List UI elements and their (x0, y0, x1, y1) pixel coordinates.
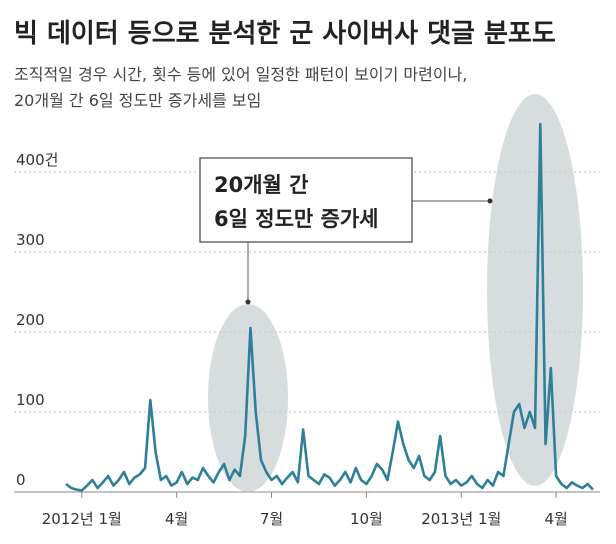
subtitle: 조직적일 경우 시간, 횟수 등에 있어 일정한 패턴이 보이기 마련이나, (14, 65, 467, 84)
highlight (487, 94, 583, 486)
grid: 0 100 200 300 400건 2012년 1월 4월 7월 10월 2013년 1월 4월 (14, 151, 600, 528)
connector-dot (487, 198, 493, 204)
y-tick-label: 100 (16, 391, 45, 409)
y-tick-label: 400건 (16, 151, 58, 169)
plot (65, 122, 594, 492)
x-tick-label: 4월 (165, 510, 188, 528)
x-tick-label: 2012년 1월 (42, 510, 122, 528)
y-tick-label: 300 (16, 231, 45, 249)
x-tick-label: 4월 (544, 510, 567, 528)
annotation: 6일 정도만 증가세 (214, 207, 378, 231)
annotation: 20개월 간 (214, 173, 309, 197)
connector-dot (245, 299, 251, 305)
x-tick-label: 10월 (350, 510, 383, 528)
line (65, 122, 594, 492)
chart-title: 빅 데이터 등으로 분석한 군 사이버사 댓글 분포도 (14, 19, 556, 49)
subtitle: 20개월 간 6일 정도만 증가세를 보임 (14, 91, 261, 110)
y-tick-label: 0 (16, 471, 26, 489)
x-tick-label: 2013년 1월 (421, 510, 501, 528)
callout-box (199, 157, 413, 243)
y-tick-label: 200 (16, 311, 45, 329)
x-tick-label: 7월 (260, 510, 283, 528)
